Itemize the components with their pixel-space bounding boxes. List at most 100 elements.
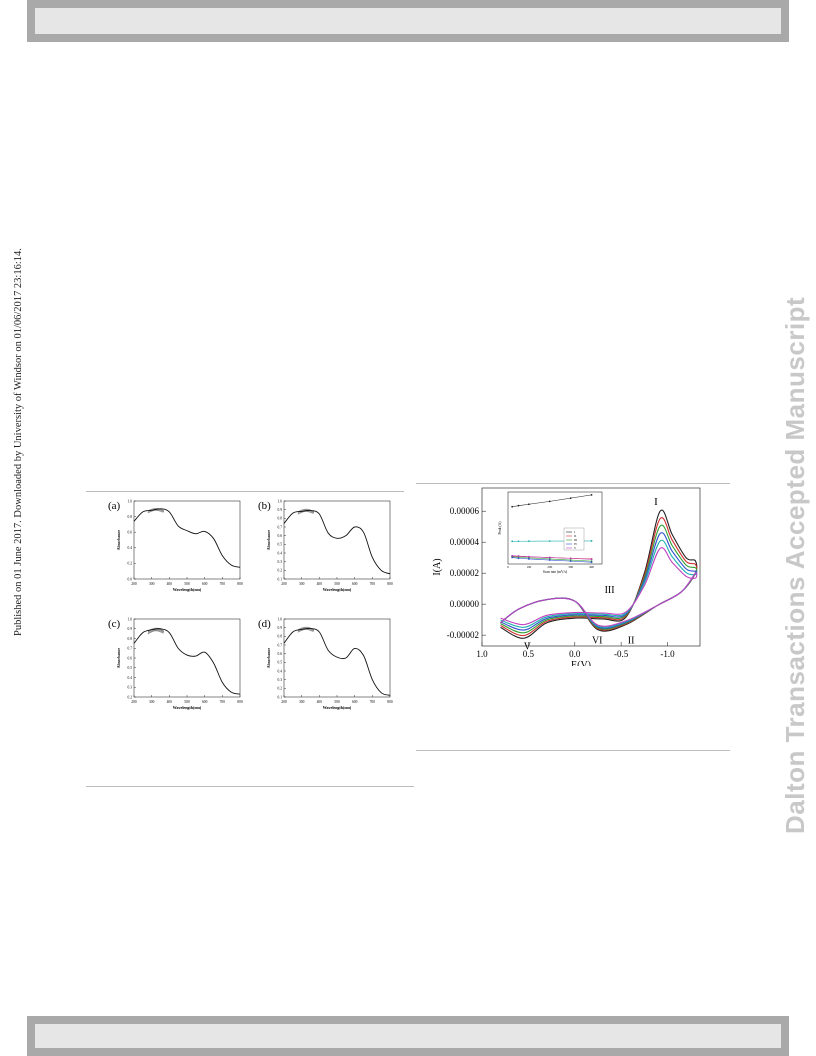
- y-tick-label: 0.7: [278, 525, 283, 529]
- y-tick-label: 0.7: [278, 643, 283, 647]
- x-tick-label: 300: [299, 700, 305, 704]
- inset-point: [590, 493, 593, 496]
- inset-point: [590, 540, 593, 542]
- inset-point: [527, 540, 530, 543]
- inset-series-line: [512, 557, 592, 563]
- x-tick-label: 600: [352, 700, 358, 704]
- x-tick-label: 500: [334, 700, 340, 704]
- inset-point: [527, 558, 530, 560]
- x-axis-label: Wavelength(nm): [173, 587, 202, 592]
- y-tick-label: 0.3: [128, 686, 133, 690]
- x-tick-label: 400: [167, 700, 173, 704]
- y-tick-label: 0.00000: [450, 599, 480, 609]
- x-tick-label: 700: [220, 700, 226, 704]
- inset-x-axis-label: Scan rate (mV/s): [543, 570, 568, 574]
- y-tick-label: 0.8: [128, 637, 133, 641]
- peak-label-iii: III: [605, 585, 615, 596]
- y-tick-label: 0.4: [278, 669, 283, 673]
- x-tick-label: 200: [281, 582, 287, 586]
- y-axis-label: Absorbance: [116, 530, 121, 551]
- absorbance-panel: (c) 200 300 400 500 600 700 800 0.2 0.3 0.4 0.5 0.6 0…: [108, 617, 243, 710]
- x-tick-label: 700: [220, 582, 226, 586]
- x-tick-label: 500: [184, 582, 190, 586]
- inset-point: [548, 559, 551, 561]
- y-tick-label: 0.5: [278, 661, 283, 665]
- inset-point: [590, 558, 593, 561]
- y-tick-label: -0.00002: [447, 630, 479, 640]
- figure-left-bottom-rule: [86, 786, 414, 787]
- x-tick-label: 600: [352, 582, 358, 586]
- inset-point: [569, 560, 572, 563]
- y-tick-label: 0.7: [128, 647, 133, 651]
- x-tick-label: 800: [237, 700, 243, 704]
- x-tick-label: 400: [167, 582, 173, 586]
- inset-point: [527, 503, 530, 506]
- panel-label: (b): [258, 500, 271, 512]
- inset-point: [548, 540, 551, 543]
- y-tick-label: 0.4: [278, 551, 283, 555]
- y-tick-label: 0.6: [278, 534, 283, 538]
- x-tick-label: 200: [281, 700, 287, 704]
- y-tick-label: 0.9: [278, 626, 283, 630]
- inset-point: [590, 561, 593, 564]
- inset-y-axis-label: Peak (A): [498, 521, 502, 535]
- y-tick-label: 0.00006: [450, 506, 480, 516]
- y-tick-label: 0.6: [128, 531, 133, 535]
- inset-point: [548, 500, 551, 503]
- inset-legend-label: I: [574, 530, 575, 534]
- absorbance-panel: (b) 200 300 400 500 600 700 800 0.1 0.2 0.3 0.4 0.5 0…: [258, 499, 393, 592]
- inset-point: [569, 557, 572, 560]
- x-tick-label: 200: [131, 582, 137, 586]
- y-tick-label: 0.3: [278, 678, 283, 682]
- x-axis-label: E(V): [571, 660, 591, 666]
- panel-frame: [133, 500, 241, 580]
- inset-point: [517, 557, 520, 560]
- header-bar-inner: [35, 8, 781, 34]
- absorbance-panel: (a) 200 300 400 500 600 700 800 0.0 0.2 0.4 0.6 0.8 1…: [108, 499, 243, 592]
- absorbance-curve: [133, 628, 241, 695]
- x-tick-label: -1.0: [660, 649, 675, 659]
- inset-series-line: [512, 494, 592, 508]
- x-axis-label: Wavelength(nm): [323, 705, 352, 710]
- header-bar: [27, 0, 789, 42]
- panel-label: (a): [108, 500, 121, 512]
- y-tick-label: 0.9: [128, 627, 133, 631]
- absorbance-curve: [283, 627, 391, 696]
- y-tick-label: 0.3: [278, 560, 283, 564]
- inset-point: [517, 540, 520, 543]
- absorbance-panel: (d) 200 300 400 500 600 700 800 0.1 0.2 0.3 0.4 0.5 0…: [258, 617, 393, 710]
- x-tick-label: 400: [317, 582, 323, 586]
- footer-bar-inner: [35, 1024, 781, 1048]
- inset-x-tick-label: 0: [507, 565, 509, 569]
- x-tick-label: 600: [202, 582, 208, 586]
- y-axis-label: I(A): [432, 558, 443, 575]
- inset-point: [517, 555, 520, 557]
- y-tick-label: 0.00004: [450, 537, 480, 547]
- absorbance-curve: [283, 509, 391, 575]
- x-tick-label: 500: [184, 700, 190, 704]
- x-tick-label: 800: [237, 582, 243, 586]
- y-tick-label: 0.8: [128, 515, 133, 519]
- panel-frame: [283, 618, 391, 698]
- inset-series-line: [512, 555, 592, 560]
- watermark-text: Dalton Transactions Accepted Manuscript: [780, 296, 810, 834]
- inset-point: [548, 556, 551, 559]
- panel-frame: [283, 500, 391, 580]
- y-axis-label: Absorbance: [116, 648, 121, 669]
- x-axis-label: Wavelength(nm): [323, 587, 352, 592]
- y-tick-label: 1.0: [278, 499, 283, 503]
- inset-legend-label: IV: [574, 542, 578, 546]
- inset-series-line: [512, 556, 592, 562]
- x-tick-label: 500: [334, 582, 340, 586]
- y-tick-label: 0.4: [128, 676, 133, 680]
- figure-right-bottom-rule: [416, 750, 730, 751]
- peak-label-ii: II: [628, 635, 635, 646]
- y-tick-label: 0.9: [278, 508, 283, 512]
- y-tick-label: 1.0: [128, 499, 133, 503]
- inset-point: [569, 497, 572, 500]
- x-tick-label: 300: [149, 700, 155, 704]
- peak-label-v: V: [524, 641, 532, 652]
- y-tick-label: 1.0: [278, 617, 283, 621]
- y-tick-label: 0.4: [128, 546, 133, 550]
- y-tick-label: 0.2: [128, 695, 133, 699]
